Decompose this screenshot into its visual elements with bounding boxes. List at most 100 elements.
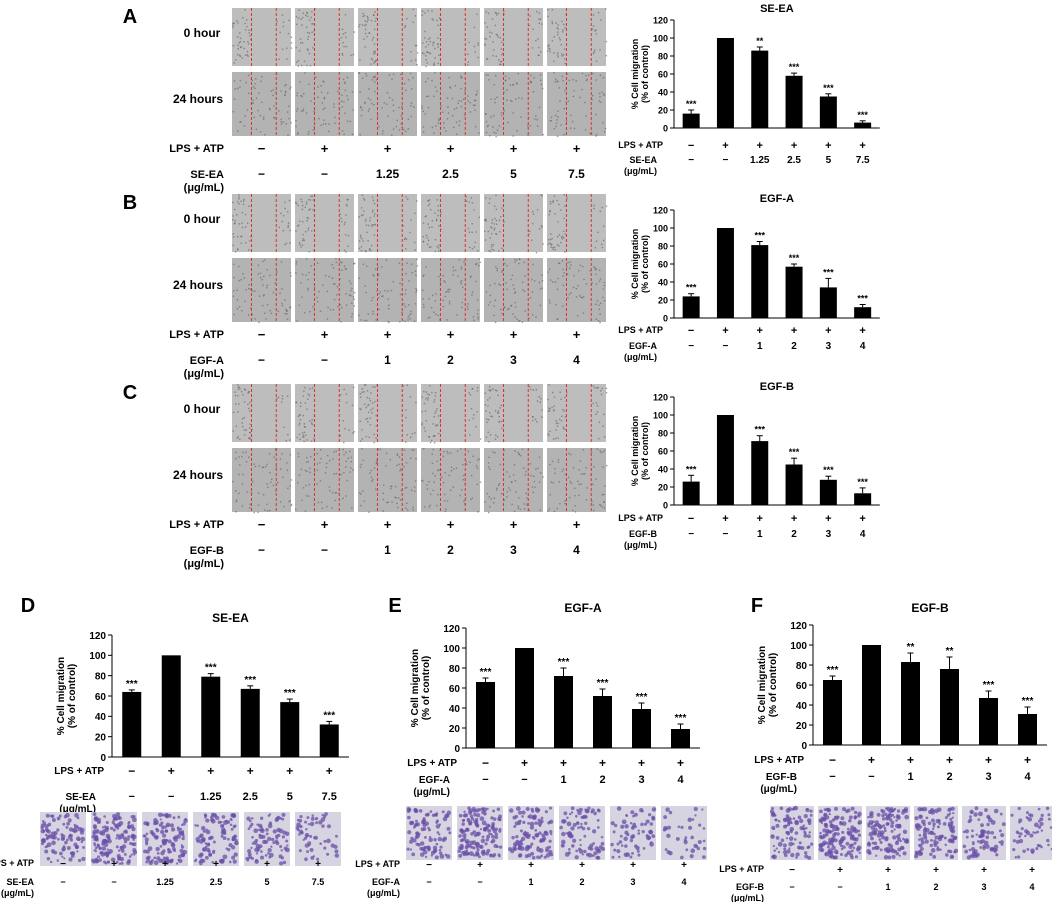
stained-cell [952, 835, 958, 841]
stained-cell [80, 836, 86, 842]
stained-cell [566, 816, 569, 820]
cell-speck [425, 391, 427, 393]
stained-cell [107, 836, 111, 840]
cell-speck [471, 202, 474, 204]
stained-cell [880, 808, 884, 813]
cell-speck [517, 320, 520, 322]
stained-cell [823, 808, 827, 812]
stained-cell [543, 855, 547, 859]
cell-speck [351, 287, 353, 290]
y-axis-label: (% of control) [640, 422, 650, 480]
cell-speck [523, 290, 526, 293]
cell-speck [605, 55, 608, 57]
cell-speck [490, 498, 492, 500]
cell-speck [579, 264, 582, 267]
cell-speck [460, 87, 462, 90]
cell-speck [527, 125, 529, 127]
cell-speck [476, 483, 479, 486]
cell-speck [598, 100, 600, 102]
cell-speck [523, 508, 526, 510]
dose-label: 7.5 [322, 791, 337, 803]
cell-speck [266, 287, 268, 289]
cell-speck [405, 486, 408, 489]
cell-speck [241, 455, 243, 458]
cell-speck [364, 250, 367, 252]
treatment-label: LPS + ATP [618, 325, 663, 335]
cell-speck [602, 288, 605, 290]
stained-cell [800, 845, 805, 851]
stained-cell [119, 834, 124, 840]
cell-speck [503, 221, 505, 223]
y-tick-label: 60 [449, 684, 461, 695]
cell-speck [302, 221, 304, 223]
cell-speck [308, 271, 310, 274]
panel-letter: E [388, 595, 401, 617]
cell-speck [503, 449, 505, 452]
cell-speck [548, 410, 551, 412]
cell-speck [499, 61, 502, 63]
cell-speck [339, 261, 342, 263]
cell-speck [249, 240, 251, 242]
stained-cell [175, 862, 179, 865]
stained-cell [575, 849, 579, 853]
cell-speck [239, 54, 241, 57]
stained-cell [479, 828, 483, 831]
cell-speck [423, 274, 425, 276]
stained-cell [572, 822, 577, 827]
cell-speck [475, 93, 478, 95]
cell-speck [365, 406, 368, 409]
cell-speck [366, 417, 369, 420]
stained-cell [316, 857, 320, 861]
cell-speck [370, 392, 372, 394]
stained-cell [486, 848, 491, 853]
cell-speck [337, 90, 339, 93]
cell-speck [364, 32, 367, 35]
stained-cell [549, 806, 552, 810]
dose-label: 4 [573, 353, 580, 367]
cell-speck [388, 308, 390, 310]
cell-speck [513, 288, 515, 290]
stained-cell [804, 854, 809, 859]
cell-speck [242, 394, 244, 396]
lps-atp-sign: + [599, 756, 606, 770]
cell-speck [257, 273, 259, 275]
cell-speck [363, 14, 366, 17]
cell-speck [359, 466, 362, 468]
cell-speck [552, 391, 554, 394]
stained-cell [625, 852, 631, 857]
stained-cell [792, 806, 796, 810]
cell-speck [437, 62, 439, 65]
bar [823, 680, 842, 745]
cell-speck [538, 18, 540, 20]
cell-speck [555, 22, 557, 24]
lps-atp-sign: + [985, 753, 992, 767]
cell-speck [365, 218, 367, 221]
cell-speck [254, 290, 256, 292]
cell-speck [404, 238, 406, 241]
stained-cell [211, 860, 215, 864]
stained-cell [570, 811, 574, 814]
stained-cell [820, 842, 826, 847]
stained-cell [169, 823, 175, 828]
dose-label: 4 [860, 529, 866, 540]
cell-speck [570, 114, 572, 117]
cell-speck [341, 53, 343, 55]
cell-speck [391, 501, 393, 503]
cell-speck [547, 433, 549, 435]
cell-speck [234, 394, 237, 397]
stained-cell [126, 824, 132, 830]
cell-speck [235, 59, 237, 61]
cell-speck [540, 51, 542, 53]
stained-cell [1000, 840, 1004, 844]
cell-speck [268, 108, 271, 111]
cell-speck [493, 227, 496, 230]
cell-speck [407, 79, 410, 81]
dose-label: 1 [757, 529, 763, 540]
cell-speck [434, 57, 436, 59]
cell-speck [465, 196, 467, 198]
cell-speck [282, 21, 285, 24]
cell-speck [342, 420, 345, 422]
stained-cell [499, 845, 503, 849]
cell-speck [242, 451, 244, 454]
y-tick-label: 40 [658, 278, 668, 288]
